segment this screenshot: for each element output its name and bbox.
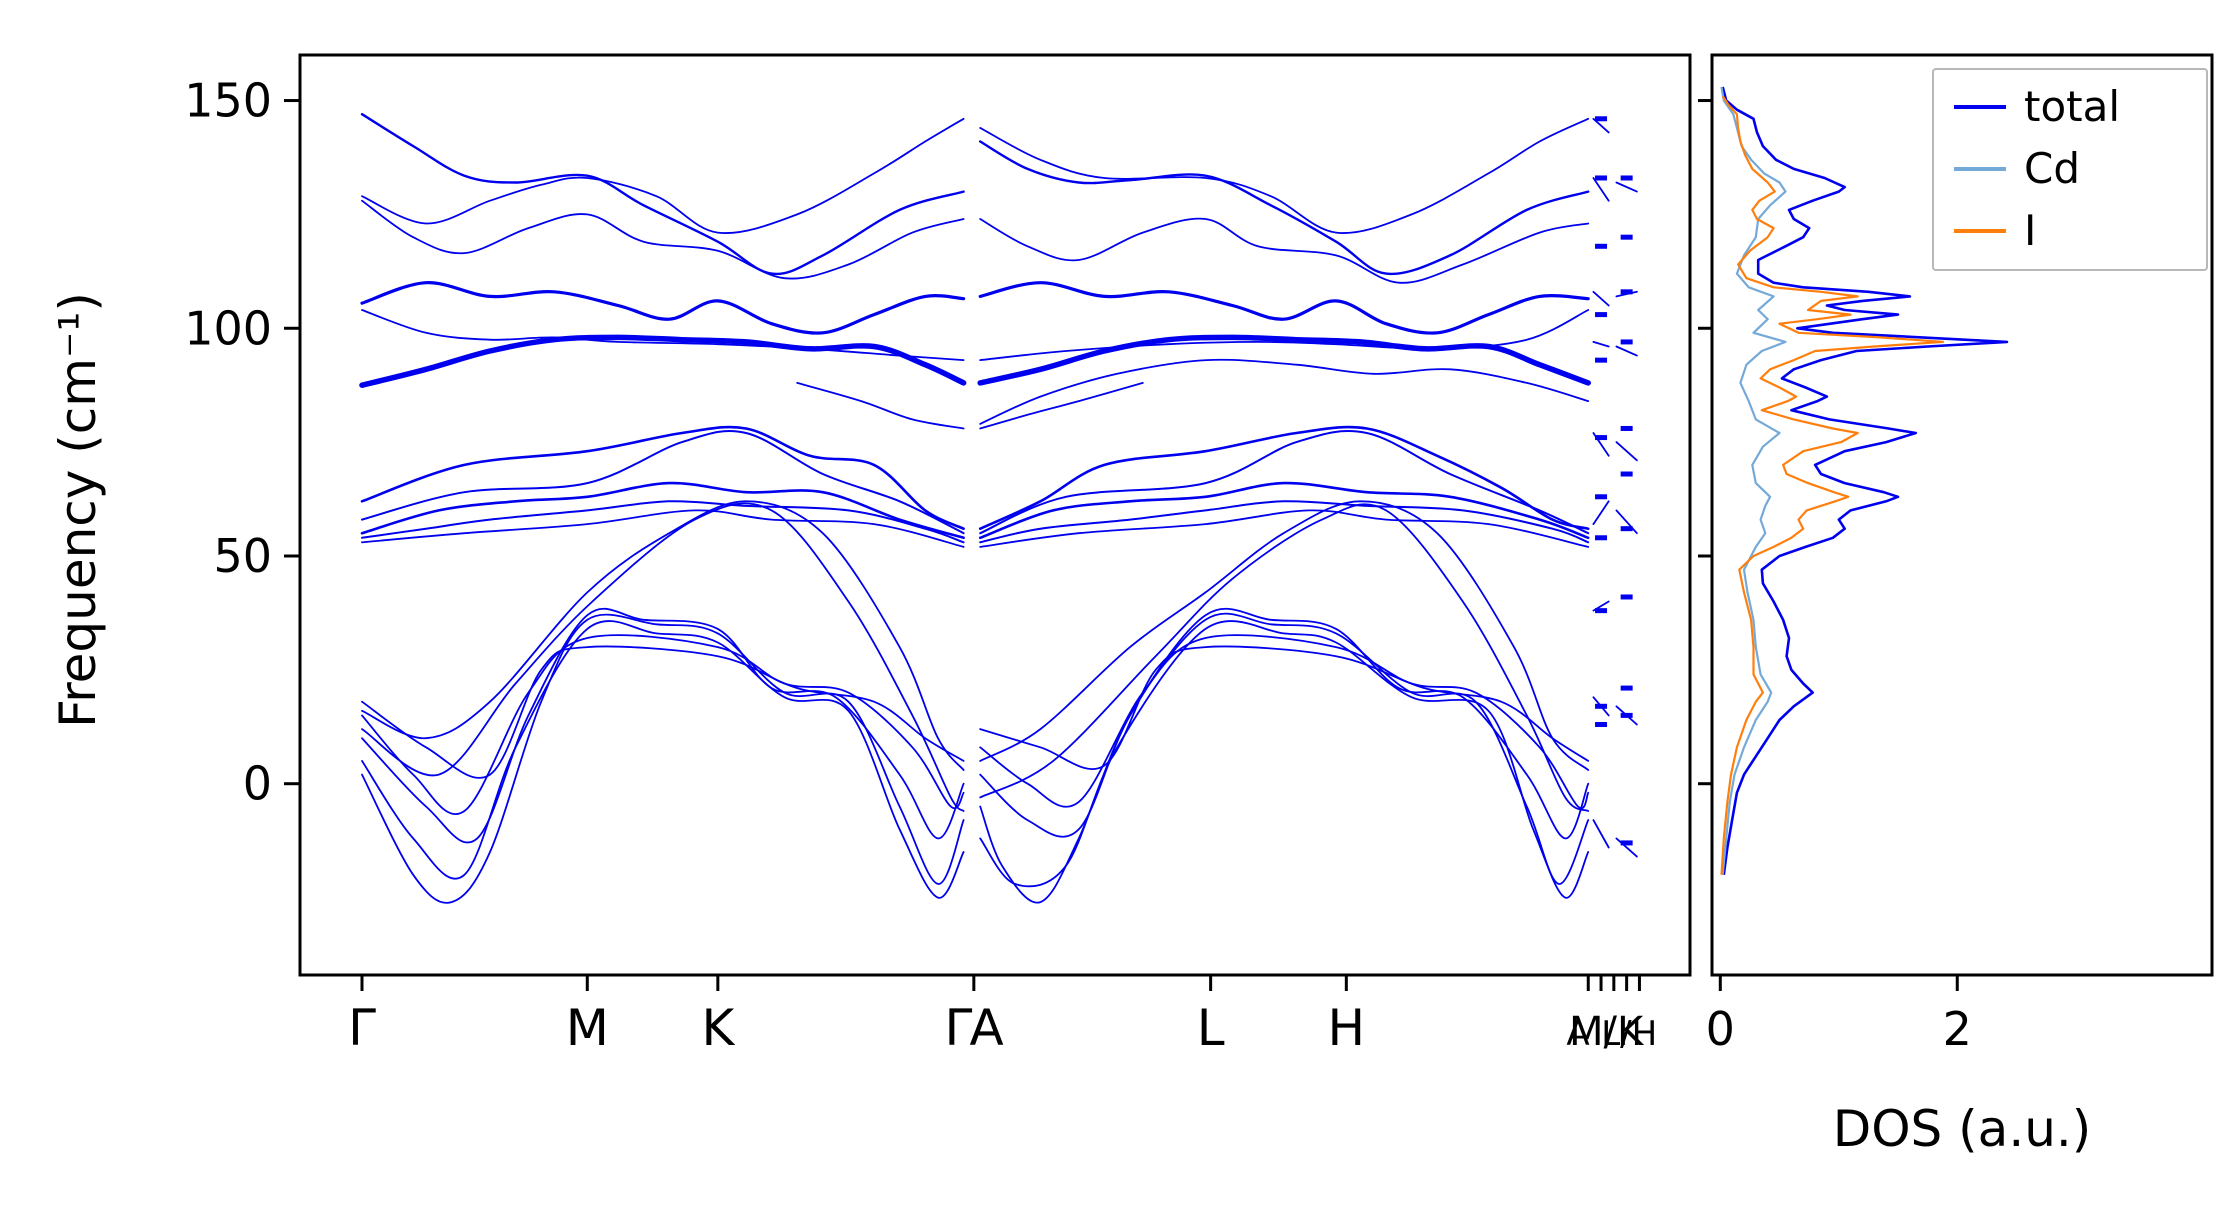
svg-text:L/H: L/H	[1601, 1014, 1657, 1054]
svg-text:M: M	[566, 999, 609, 1057]
band-point-marker	[1620, 289, 1633, 295]
dos-axis-label: DOS (a.u.)	[1832, 1100, 2092, 1158]
legend-entry-cd: Cd	[1954, 144, 2186, 194]
svg-text:Γ: Γ	[348, 999, 376, 1057]
dos-curves	[1720, 86, 2009, 875]
svg-text:100: 100	[184, 301, 272, 355]
total-line-icon	[1954, 105, 2006, 110]
svg-text:H: H	[1328, 999, 1366, 1057]
legend-entry-i: I	[1954, 208, 2186, 254]
band-point-marker	[1595, 116, 1608, 122]
band-point-marker	[1595, 722, 1608, 728]
svg-text:A: A	[970, 999, 1004, 1057]
band-point-marker	[1620, 234, 1633, 240]
band-lines	[359, 113, 1638, 904]
band-point-marker	[1595, 435, 1608, 441]
band-point-marker	[1620, 685, 1633, 691]
svg-text:0: 0	[243, 757, 272, 811]
band-point-marker	[1595, 535, 1608, 541]
band-point-marker	[1595, 357, 1608, 363]
band-point-marker	[1595, 703, 1608, 709]
band-point-marker	[1620, 425, 1633, 431]
svg-text:A: A	[1566, 1014, 1589, 1054]
legend-label-total: total	[2024, 82, 2121, 131]
cd-line-icon	[1954, 167, 2006, 172]
legend-label-cd: Cd	[2024, 144, 2080, 194]
svg-text:L: L	[1197, 999, 1225, 1057]
legend-entry-total: total	[1954, 82, 2186, 131]
band-point-marker	[1595, 494, 1608, 500]
i-line-icon	[1954, 229, 2006, 234]
legend: total Cd I	[1932, 68, 2208, 271]
band-point-marker	[1595, 608, 1608, 614]
band-point-marker	[1620, 339, 1633, 345]
svg-text:150: 150	[184, 74, 272, 128]
svg-text:50: 50	[213, 529, 272, 583]
svg-text:K: K	[701, 999, 735, 1057]
band-point-marker	[1595, 243, 1608, 249]
band-point-marker	[1595, 312, 1608, 318]
svg-text:0: 0	[1706, 1002, 1735, 1056]
band-point-marker	[1595, 175, 1608, 181]
band-point-marker	[1620, 471, 1633, 477]
legend-label-i: I	[2024, 206, 2037, 256]
band-point-marker	[1620, 175, 1633, 181]
svg-text:Γ: Γ	[945, 999, 973, 1057]
band-point-marker	[1620, 594, 1633, 600]
svg-text:M/K: M/K	[1569, 1009, 1645, 1055]
band-point-marker	[1620, 526, 1633, 532]
svg-text:2: 2	[1943, 1002, 1972, 1056]
band-point-marker	[1620, 840, 1633, 846]
band-point-marker	[1620, 712, 1633, 718]
